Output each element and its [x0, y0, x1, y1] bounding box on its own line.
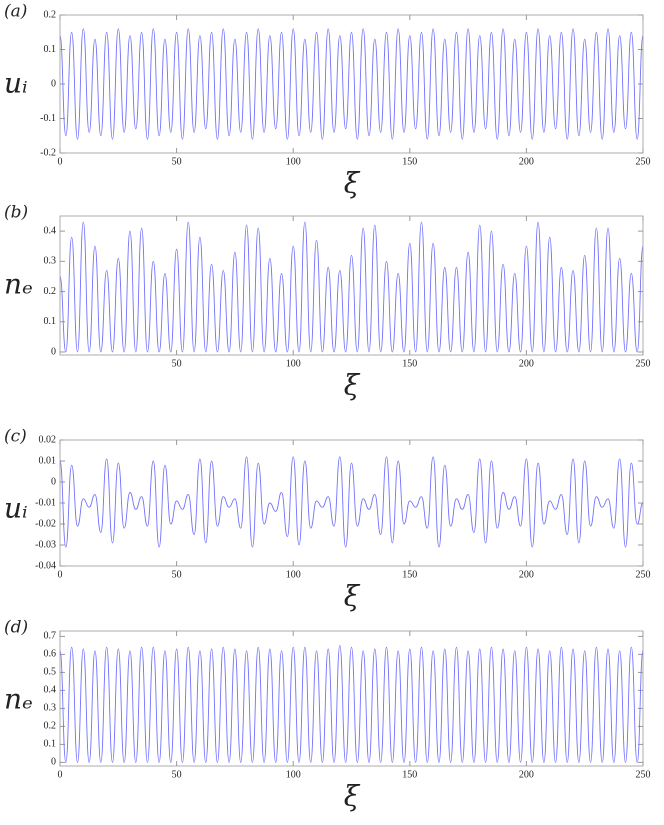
x-tick-label: 50 [172, 156, 182, 167]
y-tick-label: -0.2 [40, 147, 56, 158]
data-line [59, 221, 644, 353]
y-tick-label: 0 [51, 78, 56, 89]
x-tick-label: 50 [172, 569, 182, 580]
x-tick-label: 50 [172, 769, 182, 780]
plot-frame [59, 439, 644, 567]
y-tick-label: 0.4 [44, 685, 57, 696]
x-tick-label: 150 [402, 358, 417, 369]
x-tick-label: 200 [519, 358, 534, 369]
y-tick-label: -0.1 [40, 113, 56, 124]
y-tick-label: 0.2 [44, 286, 57, 297]
x-tick-label: 100 [286, 156, 301, 167]
y-tick-label: 0.2 [44, 9, 57, 20]
x-axis-label: ξ [344, 780, 361, 813]
data-line [59, 28, 644, 140]
y-tick-label: 0 [51, 476, 56, 487]
panel-label: (b) [4, 203, 28, 223]
y-tick-label: 0.4 [44, 225, 57, 236]
y-axis-label: uᵢ [4, 492, 28, 525]
x-tick-label: 150 [402, 769, 417, 780]
x-axis-label: ξ [344, 369, 361, 402]
x-tick-label: 150 [402, 569, 417, 580]
y-tick-label: 0.3 [44, 703, 57, 714]
x-tick-label: 50 [172, 358, 182, 369]
data-line [59, 456, 644, 548]
y-tick-label: 0.1 [44, 44, 57, 55]
x-tick-label: 0 [58, 569, 63, 580]
y-tick-label: 0.3 [44, 256, 57, 267]
y-axis-label: nₑ [4, 683, 33, 716]
x-tick-label: 200 [519, 769, 534, 780]
y-tick-label: 0.02 [39, 434, 57, 445]
y-tick-label: 0 [51, 757, 56, 768]
x-tick-label: 100 [286, 358, 301, 369]
y-tick-label: 0.5 [44, 667, 57, 678]
x-tick-label: 250 [636, 358, 651, 369]
y-tick-label: 0.1 [44, 739, 57, 750]
panel-label: (c) [4, 427, 27, 447]
x-tick-label: 150 [402, 156, 417, 167]
y-tick-label: -0.01 [35, 497, 56, 508]
x-tick-label: 0 [58, 769, 63, 780]
x-axis-label: ξ [344, 167, 361, 200]
x-axis-label: ξ [344, 580, 361, 613]
x-tick-label: 200 [519, 569, 534, 580]
x-tick-label: 250 [636, 569, 651, 580]
data-line [59, 644, 644, 763]
x-tick-label: 250 [636, 156, 651, 167]
panel-label: (a) [4, 2, 27, 22]
plot-frame [59, 14, 644, 154]
x-tick-label: 0 [58, 156, 63, 167]
y-tick-label: 0.2 [44, 721, 57, 732]
y-tick-label: 0 [51, 346, 56, 357]
plot-frame [59, 630, 644, 767]
y-tick-label: 0.1 [44, 316, 57, 327]
plot-frame [59, 215, 644, 356]
y-tick-label: 0.01 [39, 455, 57, 466]
x-tick-label: 100 [286, 569, 301, 580]
panel-label: (d) [4, 618, 28, 638]
y-tick-label: 0.7 [44, 631, 57, 642]
x-tick-label: 250 [636, 769, 651, 780]
y-tick-label: -0.03 [35, 539, 56, 550]
x-tick-label: 200 [519, 156, 534, 167]
y-tick-label: -0.02 [35, 518, 56, 529]
y-axis-label: uᵢ [4, 67, 28, 100]
y-tick-label: -0.04 [35, 560, 56, 571]
y-tick-label: 0.6 [44, 649, 57, 660]
y-axis-label: nₑ [4, 268, 33, 301]
x-tick-label: 100 [286, 769, 301, 780]
